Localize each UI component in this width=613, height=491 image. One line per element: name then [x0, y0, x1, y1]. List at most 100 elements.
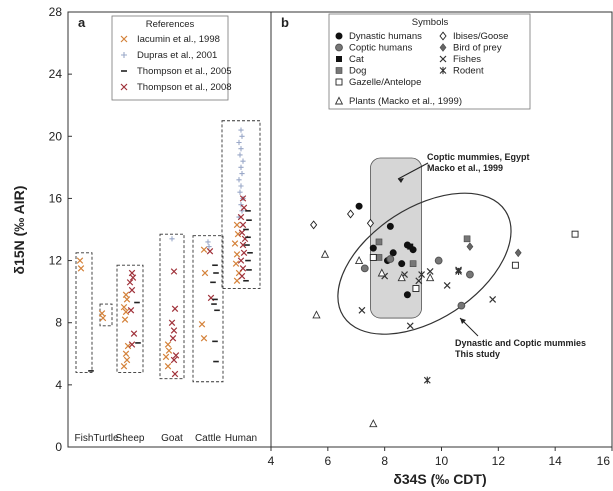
legend-references-marker: [120, 35, 128, 43]
y-tick-label: 20: [49, 129, 63, 143]
legend-symbols-label: Fishes: [453, 54, 481, 65]
x-tick-label: 12: [492, 454, 506, 468]
data-point-human: [234, 230, 242, 238]
data-point-human: [237, 152, 243, 158]
data-point-goat: [164, 341, 172, 348]
x-tick-label: 10: [435, 454, 449, 468]
data-point-ibises-goose: [346, 209, 355, 219]
legend-symbols-label: Coptic humans: [349, 43, 413, 54]
data-point-sheep: [120, 362, 128, 370]
data-point-human: [240, 158, 246, 164]
legend-symbols-title: Symbols: [412, 17, 449, 28]
data-point-goat: [162, 353, 170, 361]
annotation-this-study: Dynastic and Coptic mummies: [455, 338, 586, 348]
legend-references-marker: [121, 52, 127, 58]
legend-symbols-label: Cat: [349, 54, 364, 65]
data-point-bird-of-prey: [514, 248, 522, 258]
legend-references: References Iacumin et al., 1998 Dupras et…: [111, 15, 232, 101]
data-point-human: [239, 221, 247, 229]
x-axis-label: δ34S (‰ CDT): [393, 471, 486, 487]
y-tick-label: 24: [49, 67, 63, 81]
legend-symbols-marker: [335, 43, 343, 52]
data-point-plants-macko-et-al: [312, 310, 321, 319]
data-point-goat: [168, 319, 176, 326]
data-point-dynastic-humans: [389, 249, 397, 257]
legend-references-marker: [120, 83, 128, 91]
data-point-coptic-humans: [466, 270, 474, 279]
data-point-human: [239, 133, 245, 139]
data-point-human: [231, 240, 239, 247]
data-point-human: [239, 265, 247, 272]
legend-symbols-marker: [334, 96, 344, 105]
data-point-human: [232, 260, 240, 267]
legend-symbols-marker: [439, 66, 447, 75]
data-point-human: [239, 170, 245, 177]
legend-symbols-label: Gazelle/Antelope: [349, 77, 421, 88]
data-point-human: [238, 202, 244, 208]
data-point-fishes: [358, 306, 366, 314]
data-point-goat: [170, 327, 178, 334]
data-point-rodent: [423, 376, 431, 384]
legend-symbols-marker: [335, 67, 343, 74]
data-point-cat: [407, 243, 414, 250]
data-point-goat: [169, 236, 175, 242]
x-tick-label: 8: [381, 454, 388, 468]
data-point-dog: [409, 260, 417, 267]
legend-references-label: Dupras et al., 2001: [137, 50, 217, 61]
data-point-human: [238, 127, 244, 133]
range-box-cattle: [192, 235, 224, 383]
data-point-human: [236, 139, 242, 146]
category-label-turtle: Turtle: [93, 433, 119, 444]
data-point-bird-of-prey: [466, 242, 474, 251]
data-point-goat: [165, 347, 173, 354]
data-point-fish: [77, 265, 85, 272]
legend-symbols-label: Ibises/Goose: [453, 31, 508, 42]
data-point-goat: [170, 268, 178, 275]
data-point-ibises-goose: [366, 218, 375, 228]
legend-symbols-marker: [439, 31, 447, 41]
data-point-cattle: [201, 269, 209, 277]
data-point-cattle: [206, 243, 212, 250]
data-point-sheep: [122, 291, 130, 298]
data-point-sheep: [129, 274, 137, 281]
legend-references-title: References: [146, 19, 195, 30]
data-point-sheep: [128, 286, 136, 294]
y-tick-label: 8: [55, 316, 62, 330]
data-point-coptic-humans: [360, 264, 369, 273]
data-point-human: [238, 164, 244, 170]
data-point-gazelle-antelope: [571, 230, 579, 238]
data-point-turtle: [99, 314, 107, 322]
data-point-human: [237, 257, 245, 264]
data-point-dog: [375, 254, 383, 261]
data-point-dynastic-humans: [398, 260, 406, 268]
data-point-goat: [170, 356, 178, 364]
data-point-dog: [375, 238, 383, 246]
data-point-cattle: [200, 335, 208, 342]
legend-symbols-marker: [439, 43, 447, 52]
category-label-sheep: Sheep: [116, 433, 145, 444]
data-point-plants-macko-et-al: [320, 249, 330, 258]
data-point-fishes: [426, 268, 434, 275]
data-point-fishes: [443, 282, 451, 289]
y-tick-label: 12: [49, 254, 63, 268]
annotation-arrowhead: [460, 318, 466, 324]
range-box-fish: [75, 252, 93, 373]
data-point-cattle: [198, 321, 206, 328]
range-box-human: [221, 120, 261, 289]
data-point-goat: [171, 305, 179, 312]
annotation-arrow: [397, 162, 429, 180]
legend-symbols-marker: [335, 78, 343, 86]
legend-symbols-label: Dog: [349, 66, 366, 77]
data-point-cattle: [200, 246, 208, 253]
y-tick-label: 4: [55, 378, 62, 392]
data-point-human: [233, 251, 241, 258]
coptic-macko-region: [370, 157, 423, 319]
data-point-human: [237, 213, 245, 221]
data-point-sheep: [124, 342, 132, 350]
data-point-plants-macko-et-al: [397, 273, 406, 282]
data-point-fishes: [489, 295, 497, 303]
data-point-coptic-humans: [457, 301, 466, 310]
data-point-fishes: [406, 322, 414, 330]
data-point-ibises-goose: [310, 220, 318, 230]
